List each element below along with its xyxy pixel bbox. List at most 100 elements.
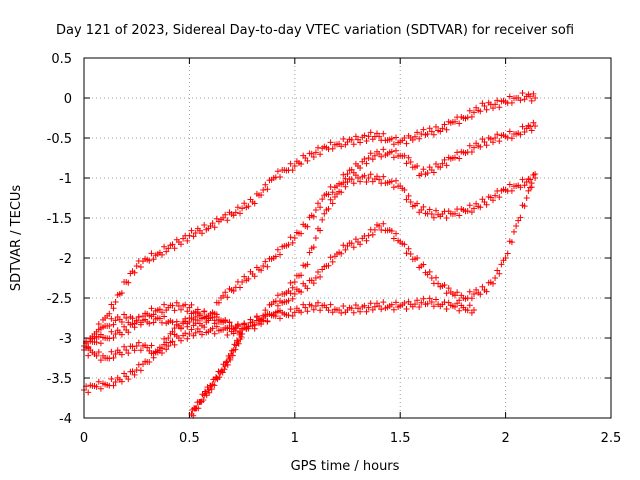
data-point bbox=[452, 292, 458, 299]
data-point bbox=[365, 175, 372, 181]
data-point bbox=[380, 220, 387, 227]
data-point bbox=[468, 295, 475, 302]
data-point bbox=[208, 386, 215, 393]
data-point bbox=[466, 288, 473, 295]
data-point bbox=[532, 171, 539, 177]
data-point bbox=[418, 131, 425, 137]
data-point bbox=[361, 156, 368, 162]
y-tick-label: -0.5 bbox=[47, 132, 72, 147]
data-point bbox=[414, 200, 421, 207]
data-point bbox=[456, 307, 463, 314]
data-point bbox=[112, 299, 119, 305]
data-point bbox=[106, 310, 113, 317]
data-point bbox=[165, 335, 172, 341]
data-point bbox=[310, 306, 317, 313]
data-point bbox=[412, 133, 418, 140]
data-point bbox=[454, 300, 461, 307]
data-point bbox=[186, 232, 193, 239]
data-point bbox=[490, 139, 496, 146]
data-point bbox=[192, 230, 199, 236]
data-point bbox=[340, 242, 347, 249]
data-point bbox=[85, 345, 92, 352]
data-point bbox=[304, 261, 311, 268]
data-point bbox=[148, 342, 155, 349]
data-point bbox=[131, 347, 138, 354]
data-point bbox=[363, 179, 370, 185]
data-point bbox=[165, 343, 172, 349]
data-point bbox=[441, 156, 448, 163]
data-point bbox=[374, 173, 380, 180]
data-point bbox=[418, 207, 425, 213]
data-point bbox=[329, 145, 336, 152]
data-point bbox=[161, 301, 168, 308]
data-point bbox=[363, 138, 370, 144]
data-point bbox=[430, 303, 437, 310]
data-point bbox=[528, 97, 535, 104]
data-point bbox=[121, 323, 128, 330]
x-axis-label: GPS time / hours bbox=[291, 459, 400, 474]
data-point bbox=[403, 306, 410, 312]
data-point bbox=[201, 324, 208, 331]
data-point bbox=[428, 211, 435, 217]
data-point bbox=[393, 134, 399, 141]
data-point bbox=[112, 317, 119, 324]
data-point bbox=[287, 234, 294, 241]
data-point bbox=[527, 123, 534, 130]
data-point bbox=[496, 194, 503, 201]
data-point bbox=[133, 343, 140, 349]
data-point bbox=[466, 107, 473, 114]
data-point bbox=[407, 199, 414, 205]
data-point bbox=[325, 205, 332, 212]
data-point bbox=[420, 203, 427, 210]
data-point bbox=[312, 275, 319, 281]
data-point bbox=[137, 347, 144, 354]
data-point bbox=[310, 244, 317, 251]
data-point bbox=[188, 301, 195, 308]
data-point bbox=[454, 149, 461, 156]
data-point bbox=[428, 128, 435, 135]
y-tick-label: -4 bbox=[59, 412, 72, 427]
data-point bbox=[338, 310, 345, 316]
data-point bbox=[517, 184, 524, 191]
data-point bbox=[487, 136, 494, 142]
data-point bbox=[367, 129, 374, 136]
data-point bbox=[401, 300, 408, 306]
data-point bbox=[437, 164, 444, 171]
data-point bbox=[310, 154, 317, 160]
data-point bbox=[144, 344, 151, 351]
data-point bbox=[312, 303, 319, 309]
data-point bbox=[239, 205, 246, 212]
data-point bbox=[390, 184, 397, 191]
data-point bbox=[137, 264, 144, 270]
data-point bbox=[148, 250, 155, 257]
data-point bbox=[361, 172, 368, 179]
data-point bbox=[468, 149, 475, 155]
data-point bbox=[530, 90, 537, 97]
data-point bbox=[159, 350, 165, 356]
data-point bbox=[443, 290, 450, 297]
data-point bbox=[466, 302, 473, 309]
data-point bbox=[433, 296, 439, 303]
data-point bbox=[260, 315, 267, 321]
data-point bbox=[209, 220, 216, 227]
data-point bbox=[310, 280, 317, 287]
data-point bbox=[274, 302, 281, 309]
data-point bbox=[481, 139, 488, 145]
data-point bbox=[494, 131, 501, 138]
data-point bbox=[519, 123, 526, 130]
data-point bbox=[287, 160, 294, 167]
data-point bbox=[262, 311, 269, 318]
data-point bbox=[97, 340, 104, 347]
data-point bbox=[340, 179, 347, 186]
data-point bbox=[133, 263, 140, 269]
data-point bbox=[150, 319, 157, 326]
data-point bbox=[232, 325, 239, 332]
data-point bbox=[393, 230, 399, 237]
data-point bbox=[199, 331, 205, 338]
data-point bbox=[483, 106, 490, 113]
data-point bbox=[348, 176, 355, 183]
data-point bbox=[348, 240, 355, 247]
data-point bbox=[146, 347, 153, 354]
y-tick-label: -2.5 bbox=[47, 292, 72, 307]
data-point bbox=[433, 207, 439, 214]
